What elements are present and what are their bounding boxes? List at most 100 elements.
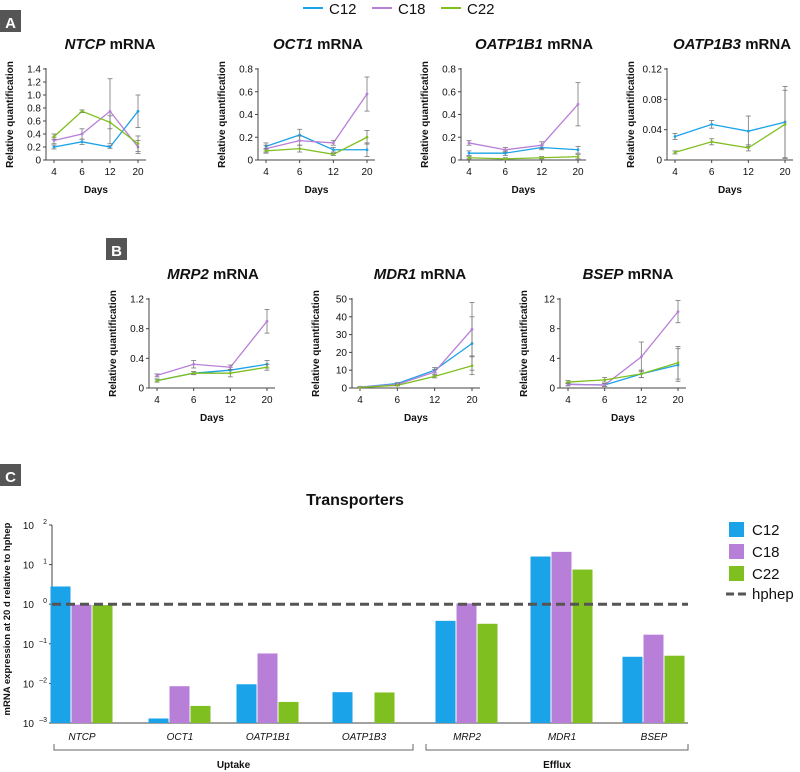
group-bracket xyxy=(425,744,689,751)
y-tick-label: 50 xyxy=(336,295,348,306)
chart-title-suffix: mRNA xyxy=(741,36,791,53)
group-efflux: Efflux xyxy=(425,744,689,771)
data-point xyxy=(673,151,677,154)
data-point xyxy=(433,370,437,374)
series-line xyxy=(265,93,368,150)
y-tick-base: 10 xyxy=(23,679,35,690)
panel-label-text: B xyxy=(111,243,122,260)
x-axis-label: Days xyxy=(611,413,635,424)
y-tick-label: 0.04 xyxy=(643,125,663,136)
data-point xyxy=(710,122,714,126)
chart-title: OATP1B3 mRNA xyxy=(673,36,791,53)
y-tick-label: 0.6 xyxy=(442,87,456,98)
y-tick-label: 0.8 xyxy=(442,65,456,76)
x-axis-label: Days xyxy=(200,413,224,424)
category-label: BSEP xyxy=(641,732,668,743)
data-point xyxy=(192,362,196,366)
y-tick-exponent: –1 xyxy=(39,638,47,645)
bar-legend-swatch xyxy=(729,544,744,559)
y-tick-label: 1.2 xyxy=(27,78,41,89)
y-tick-base: 10 xyxy=(23,600,35,611)
bar xyxy=(278,701,299,723)
y-tick-label: 10 xyxy=(336,366,348,377)
data-point xyxy=(264,149,268,153)
y-axis-label: Relative quantification xyxy=(519,290,530,397)
panel-label-box xyxy=(0,464,21,486)
series-c22 xyxy=(357,356,475,389)
y-axis-label: Relative quantification xyxy=(420,61,431,168)
data-point xyxy=(192,371,196,375)
y-tick-label: 0.4 xyxy=(130,354,144,365)
data-point xyxy=(433,375,437,378)
data-point xyxy=(503,157,507,161)
data-point xyxy=(298,139,302,143)
group-label: Efflux xyxy=(543,760,571,771)
legend-item-c12: C12 xyxy=(303,1,357,18)
category-label: OCT1 xyxy=(167,732,194,743)
bar xyxy=(530,556,551,723)
chart-title-suffix: mRNA xyxy=(209,266,259,283)
series-line xyxy=(468,103,579,151)
chart-oatp1b1: OATP1B1 mRNA 0 0.2 0.4 0.6 0.8 4 6 12 20 Days Relat… xyxy=(420,36,593,196)
bar-series-c12 xyxy=(50,556,643,723)
data-point xyxy=(467,156,471,160)
x-tick-label: 6 xyxy=(191,395,197,406)
x-tick-label: 20 xyxy=(572,167,584,178)
chart-title: OCT1 mRNA xyxy=(273,36,363,53)
bar-series-c22 xyxy=(92,569,685,723)
series-c22 xyxy=(51,109,141,152)
category-label: OATP1B3 xyxy=(342,732,387,743)
series-line xyxy=(359,328,473,388)
chart-title-gene: OATP1B1 xyxy=(475,36,543,53)
series-c12 xyxy=(672,86,788,159)
y-tick-label: 10 xyxy=(23,561,35,572)
category-label: OATP1B1 xyxy=(246,732,290,743)
y-tick-label: 0.4 xyxy=(239,110,253,121)
y-tick-label: 0.2 xyxy=(442,133,456,144)
data-point xyxy=(365,148,369,152)
y-axis-label: mRNA expression at 20 d relative to hphe… xyxy=(2,522,13,715)
legend-label: C12 xyxy=(329,1,357,18)
data-point xyxy=(80,140,84,144)
y-tick-label: 10 xyxy=(23,521,35,532)
y-tick-label: 0.4 xyxy=(442,110,456,121)
bar xyxy=(257,653,278,723)
y-tick-exponent: –3 xyxy=(39,717,47,724)
y-tick-label: 0.2 xyxy=(27,143,41,154)
series-c12 xyxy=(466,144,581,156)
data-point xyxy=(298,133,302,137)
x-axis-label: Days xyxy=(305,185,329,196)
bar xyxy=(169,686,190,723)
panel-label-text: A xyxy=(5,15,16,32)
bar xyxy=(477,623,498,723)
chart-title-suffix: mRNA xyxy=(416,266,466,283)
y-tick-label: 12 xyxy=(544,295,556,306)
chart-title-suffix: mRNA xyxy=(105,36,155,53)
data-point xyxy=(108,120,112,124)
chart-title: Transporters xyxy=(306,492,404,509)
y-tick-label: 0.08 xyxy=(643,95,663,106)
bar xyxy=(71,604,92,723)
bar xyxy=(456,603,477,723)
category-label: MRP2 xyxy=(453,732,481,743)
y-tick-label: 8 xyxy=(549,324,555,335)
y-tick-label: 10 xyxy=(23,679,35,690)
legend-item-c22: C22 xyxy=(441,1,495,18)
bar xyxy=(190,705,211,723)
bar xyxy=(92,605,113,723)
bar xyxy=(236,684,257,723)
panel-label-a: A xyxy=(0,10,21,32)
y-axis-label: Relative quantification xyxy=(311,290,322,397)
data-point xyxy=(503,151,507,155)
chart-title: BSEP mRNA xyxy=(583,266,674,283)
x-axis-label: Days xyxy=(512,185,536,196)
series-c18 xyxy=(154,308,270,378)
y-tick-base: 10 xyxy=(23,640,35,651)
y-axis-label: Relative quantification xyxy=(626,61,637,168)
y-tick-label: 0.8 xyxy=(130,324,144,335)
bar xyxy=(572,569,593,723)
series-c18 xyxy=(565,300,681,387)
bar-legend-label: hphep xyxy=(752,586,794,603)
chart-mdr1: MDR1 mRNA 0 10 20 30 40 50 4 6 12 20 Days Relative q… xyxy=(311,266,480,424)
